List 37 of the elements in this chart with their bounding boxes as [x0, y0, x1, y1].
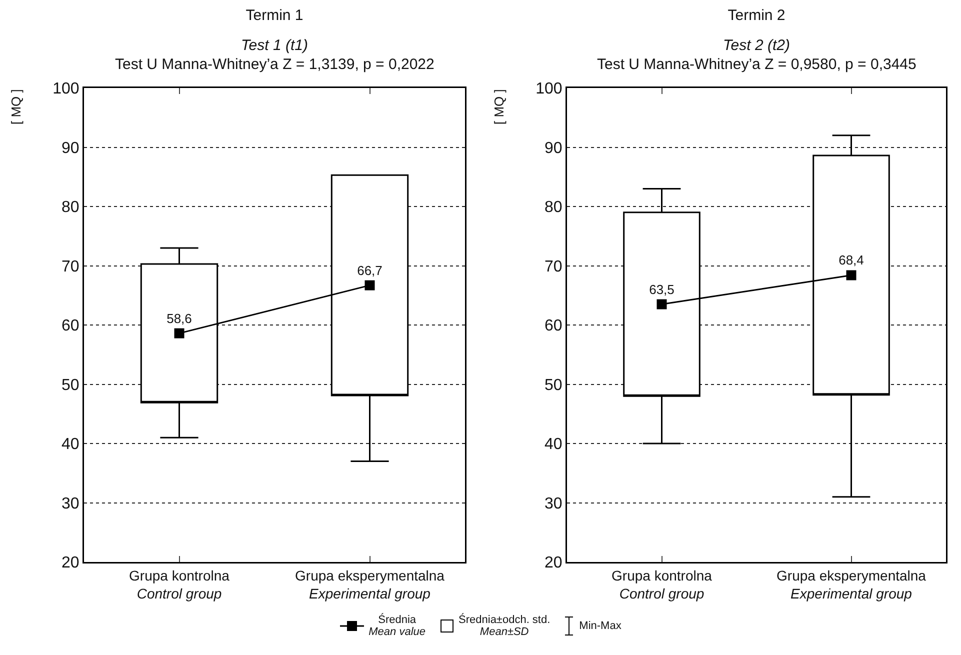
y-tick-label: 80 — [544, 199, 562, 216]
x-tick-label: Grupa eksperymentalna Experimental group — [295, 567, 445, 602]
x-tick-label: Grupa kontrolna Control group — [612, 567, 712, 602]
y-tick-label: 70 — [62, 258, 80, 276]
y-tick-label: 60 — [544, 318, 562, 335]
y-tick-label: 80 — [62, 199, 80, 216]
y-tick-label: 20 — [544, 554, 562, 572]
y-tick-label: 90 — [62, 140, 80, 157]
data-label: 58,6 — [166, 310, 192, 326]
data-label: 68,4 — [838, 252, 864, 268]
chart-title: Termin 1 — [246, 7, 304, 24]
legend-label: Średnia Mean value — [368, 614, 426, 638]
y-tick-label: 70 — [544, 258, 562, 276]
data-label: 66,7 — [357, 262, 382, 278]
y-tick-label: 30 — [544, 495, 562, 512]
y-axis-title: [ MQ ] — [8, 89, 24, 124]
x-tick-label: Grupa kontrolna Control group — [129, 567, 230, 602]
y-tick-label: 50 — [544, 376, 562, 394]
y-tick-label: 50 — [62, 376, 80, 394]
y-tick-label: 60 — [62, 318, 80, 335]
text: Test U Manna-Whitney’a Z = 1,3139, p = 0,2022 — [115, 56, 434, 73]
y-tick-label: 20 — [62, 554, 80, 572]
y-tick-label: 40 — [62, 436, 80, 454]
y-tick-label: 100 — [536, 80, 562, 98]
chart-subtitle: Test 2 (t2) — [723, 37, 790, 54]
y-tick-label: 90 — [544, 140, 562, 157]
y-tick-label: 40 — [544, 436, 562, 454]
y-axis-title: [ MQ ] — [492, 89, 506, 124]
text: Min-Max — [579, 620, 622, 632]
chart-subtitle: Test 1 (t1) — [241, 37, 308, 54]
y-tick-label: 30 — [62, 495, 80, 512]
chart-title: Termin 2 — [728, 7, 786, 24]
data-label: 63,5 — [649, 282, 674, 297]
legend-label: Średnia±odch. std. Mean±SD — [458, 614, 550, 638]
y-tick-label: 100 — [52, 80, 80, 98]
text: Test U Manna-Whitney’a Z = 0,9580, p = 0,3445 — [597, 56, 916, 73]
x-tick-label: Grupa eksperymentalna Experimental group — [776, 567, 926, 602]
